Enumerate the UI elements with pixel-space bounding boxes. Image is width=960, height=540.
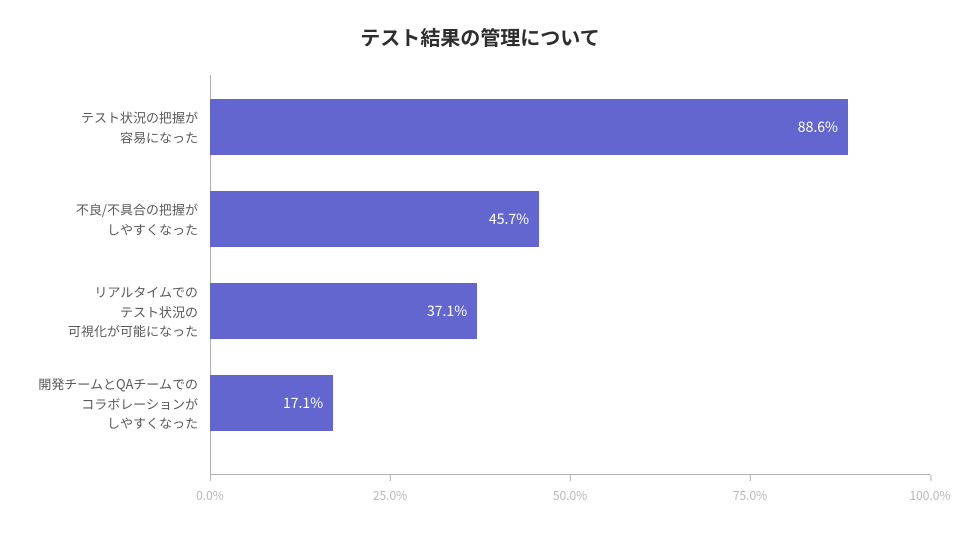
bar-value-label: 45.7% bbox=[489, 209, 529, 229]
bar-row: 開発チームとQAチームでのコラボレーションがしやすくなった17.1% bbox=[210, 375, 930, 431]
x-tick: 75.0% bbox=[733, 475, 767, 504]
x-tick-label: 25.0% bbox=[373, 487, 407, 504]
bar-row: 不良/不具合の把握がしやすくなった45.7% bbox=[210, 191, 930, 247]
bar: 45.7% bbox=[210, 191, 539, 247]
bar-value-label: 37.1% bbox=[427, 301, 467, 321]
bar: 37.1% bbox=[210, 283, 477, 339]
x-tick-mark bbox=[750, 475, 751, 481]
x-tick-mark bbox=[210, 475, 211, 481]
bar-row: テスト状況の把握が容易になった88.6% bbox=[210, 99, 930, 155]
x-tick-label: 0.0% bbox=[196, 487, 224, 504]
x-tick-mark bbox=[570, 475, 571, 481]
x-tick: 50.0% bbox=[553, 475, 587, 504]
x-tick-label: 50.0% bbox=[553, 487, 587, 504]
x-tick: 0.0% bbox=[196, 475, 224, 504]
x-tick-label: 100.0% bbox=[909, 487, 950, 504]
plot-area: テスト状況の把握が容易になった88.6% 不良/不具合の把握がしやすくなった45.… bbox=[210, 75, 930, 475]
y-axis-label: 開発チームとQAチームでのコラボレーションがしやすくなった bbox=[38, 374, 210, 433]
y-axis-label: リアルタイムでのテスト状況の可視化が可能になった bbox=[68, 282, 210, 341]
x-tick-mark bbox=[390, 475, 391, 481]
y-axis-label: 不良/不具合の把握がしやすくなった bbox=[76, 200, 210, 239]
bar-value-label: 88.6% bbox=[798, 117, 838, 137]
bar-row: リアルタイムでのテスト状況の可視化が可能になった37.1% bbox=[210, 283, 930, 339]
bar: 88.6% bbox=[210, 99, 848, 155]
bar-value-label: 17.1% bbox=[283, 393, 323, 413]
bar: 17.1% bbox=[210, 375, 333, 431]
chart-container: テスト結果の管理について テスト状況の把握が容易になった88.6%不良/不具合の… bbox=[0, 0, 960, 540]
x-tick: 100.0% bbox=[909, 475, 950, 504]
chart-title: テスト結果の管理について bbox=[0, 22, 960, 51]
y-axis-label: テスト状況の把握が容易になった bbox=[81, 108, 210, 147]
x-tick-mark bbox=[930, 475, 931, 481]
x-tick: 25.0% bbox=[373, 475, 407, 504]
x-tick-label: 75.0% bbox=[733, 487, 767, 504]
